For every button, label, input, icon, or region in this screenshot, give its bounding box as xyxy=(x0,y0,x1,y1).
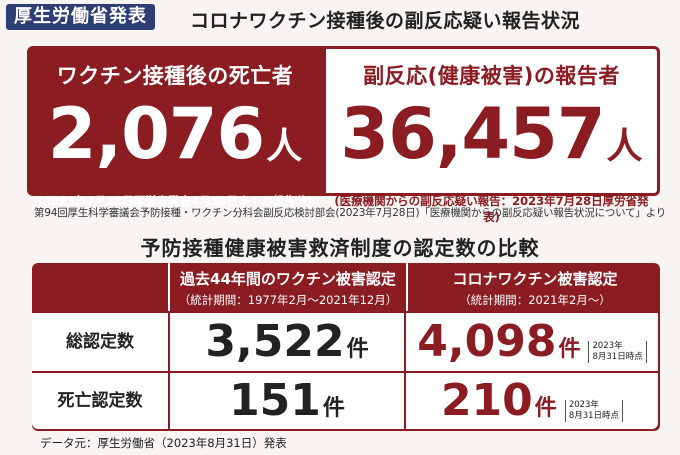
adverse-number: 36,457 xyxy=(340,93,605,175)
asof-year: 2023年 xyxy=(592,340,623,351)
cell-covid-death: 210件 2023年 8月31日時点 xyxy=(406,373,658,429)
col-past-sub: （統計期間：1977年2月〜2021年12月） xyxy=(178,293,398,307)
asof-year: 2023年 xyxy=(568,399,599,410)
past-death-unit: 件 xyxy=(322,396,345,421)
section-title: 予防接種健康被害救済制度の認定数の比較 xyxy=(140,236,540,260)
cell-past-total: 3,522件 xyxy=(170,313,404,371)
deaths-title: ワクチン接種後の死亡者 xyxy=(56,64,294,88)
covid-total-asof: 2023年 8月31日時点 xyxy=(588,340,647,363)
adverse-panel: 副反応(健康被害)の報告者 36,457人 (医療機関からの副反応疑い報告：20… xyxy=(323,46,660,224)
col-covid-title: コロナワクチン被害認定 xyxy=(452,270,618,288)
comparison-table: 過去44年間のワクチン被害認定 （統計期間：1977年2月〜2021年12月） … xyxy=(32,263,660,431)
source-line: 第94回厚生科学審議会予防接種・ワクチン分科会副反応検討部会(2023年7月28… xyxy=(34,207,667,219)
deaths-note: (2023年7月28日厚労省発表4月30日までの報告分) xyxy=(37,194,313,208)
covid-total-value: 4,098 xyxy=(417,316,557,367)
col-past-title: 過去44年間のワクチン被害認定 xyxy=(180,270,396,288)
col-header-covid: コロナワクチン被害認定 （統計期間：2021年2月〜） xyxy=(406,263,662,311)
cell-past-death: 151件 xyxy=(170,373,404,429)
deaths-unit: 人 xyxy=(266,126,303,167)
adverse-note: (医療機関からの副反応疑い報告：2023年7月28日厚労省発表) xyxy=(334,194,649,224)
asof-date: 8月31日時点 xyxy=(592,351,643,362)
row-label-death: 死亡認定数 xyxy=(32,373,168,429)
col-header-past: 過去44年間のワクチン被害認定 （統計期間：1977年2月〜2021年12月） xyxy=(168,263,406,311)
past-total-value: 3,522 xyxy=(205,316,345,367)
col-covid-sub: （統計期間：2021年2月〜） xyxy=(459,293,611,307)
headline: コロナワクチン接種後の副反応疑い報告状況 xyxy=(190,10,581,32)
covid-death-value: 210 xyxy=(440,375,533,426)
deaths-panel: ワクチン接種後の死亡者 2,076人 (2023年7月28日厚労省発表4月30日… xyxy=(27,46,323,208)
cell-covid-total: 4,098件 2023年 8月31日時点 xyxy=(406,313,658,371)
covid-total-unit: 件 xyxy=(558,337,581,362)
adverse-unit: 人 xyxy=(606,126,643,167)
covid-death-asof: 2023年 8月31日時点 xyxy=(564,399,624,422)
deaths-number: 2,076 xyxy=(47,93,265,175)
past-total-unit: 件 xyxy=(346,337,369,362)
ministry-tag: 厚生労働省発表 xyxy=(6,4,155,30)
covid-death-unit: 件 xyxy=(534,396,557,421)
past-death-value: 151 xyxy=(229,375,321,426)
asof-date: 8月31日時点 xyxy=(568,410,620,421)
row-label-total: 総認定数 xyxy=(32,313,168,371)
data-source: データ元：厚生労働省（2023年8月31日）発表 xyxy=(40,436,287,450)
adverse-title: 副反応(健康被害)の報告者 xyxy=(363,64,620,88)
